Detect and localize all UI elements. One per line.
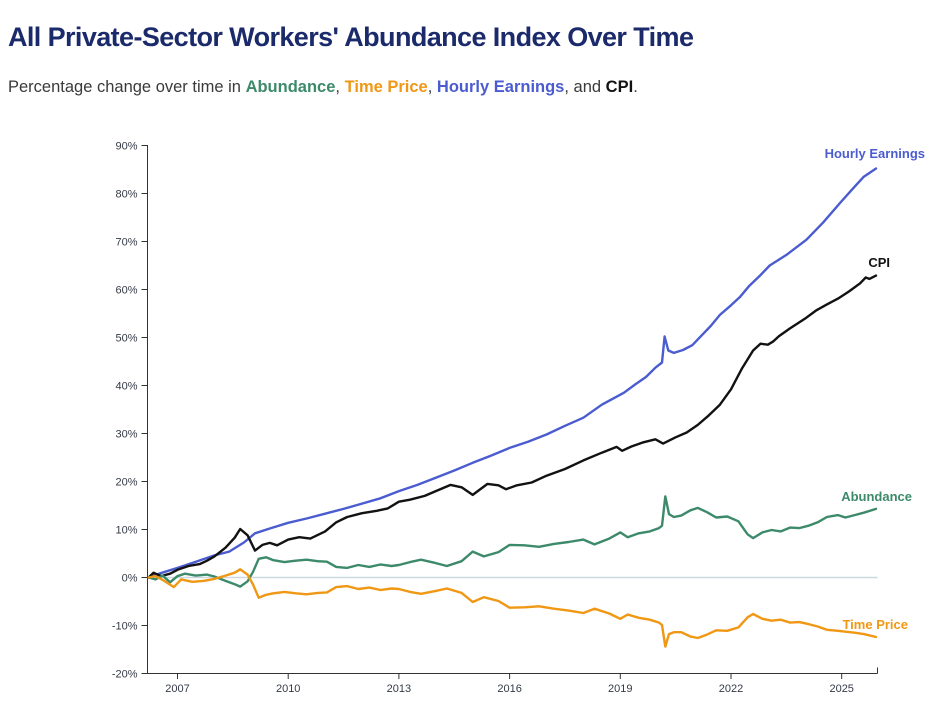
- y-axis-tick-label: 80%: [115, 189, 137, 201]
- series-line-hourly_earnings: [147, 167, 878, 579]
- subtitle-sep2: ,: [427, 77, 437, 96]
- series-label-hourly_earnings: Hourly Earnings: [825, 146, 925, 161]
- y-axis-tick-label: 30%: [115, 429, 137, 441]
- series-label-cpi: CPI: [868, 255, 890, 270]
- y-axis-tick-label: -20%: [112, 669, 138, 681]
- x-axis-tick-label: 2025: [829, 683, 853, 695]
- page-title: All Private-Sector Workers' Abundance In…: [8, 22, 694, 53]
- x-axis-tick-label: 2016: [497, 683, 521, 695]
- x-axis-tick-label: 2013: [387, 683, 411, 695]
- x-axis-tick-label: 2010: [276, 683, 300, 695]
- subtitle-time-price-label: Time Price: [344, 77, 428, 96]
- y-axis-tick-label: 0%: [122, 573, 138, 585]
- x-axis-tick-label: 2019: [608, 683, 632, 695]
- x-axis-tick-label: 2007: [165, 683, 189, 695]
- y-axis-tick-label: 40%: [115, 381, 137, 393]
- series-line-abundance: [147, 495, 878, 588]
- subtitle-suffix: .: [633, 77, 638, 96]
- y-axis-tick-label: 60%: [115, 285, 137, 297]
- x-axis-tick-label: 2022: [719, 683, 743, 695]
- subtitle-prefix: Percentage change over time in: [8, 77, 246, 96]
- chart-subtitle: Percentage change over time in Abundance…: [8, 76, 928, 98]
- y-axis-tick-label: 90%: [115, 141, 137, 153]
- series-line-time_price: [147, 568, 878, 648]
- subtitle-abundance-label: Abundance: [245, 77, 336, 96]
- series-label-time_price: Time Price: [842, 617, 908, 632]
- subtitle-sep1: ,: [335, 77, 345, 96]
- y-axis-tick-label: 70%: [115, 237, 137, 249]
- y-axis-tick-label: 20%: [115, 477, 137, 489]
- y-axis-tick-label: 10%: [115, 525, 137, 537]
- y-axis-tick-label: 50%: [115, 333, 137, 345]
- series-label-abundance: Abundance: [841, 489, 912, 504]
- subtitle-hourly-earnings-label: Hourly Earnings: [436, 77, 565, 96]
- y-axis-tick-label: -10%: [112, 621, 138, 633]
- subtitle-sep3: , and: [564, 77, 606, 96]
- subtitle-cpi-label: CPI: [605, 77, 634, 96]
- series-line-cpi: [147, 274, 878, 579]
